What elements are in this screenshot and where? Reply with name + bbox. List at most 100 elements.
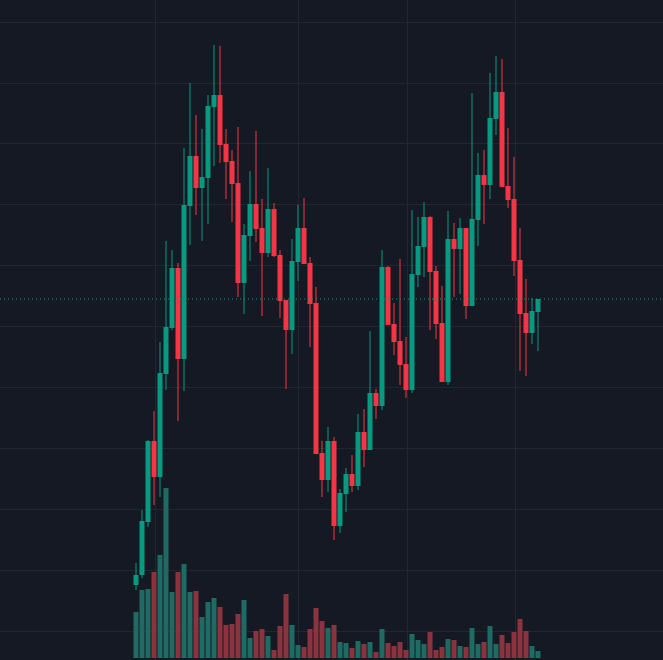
candle (481, 150, 487, 224)
candle-body (193, 156, 199, 188)
candle-body (421, 217, 427, 247)
volume-bar (451, 640, 457, 658)
volume-bar (343, 643, 349, 658)
candle-body (307, 263, 313, 304)
candle-body (361, 432, 367, 450)
candle-body (151, 441, 157, 477)
candle-body (259, 228, 265, 253)
candle (187, 83, 193, 245)
candle (223, 129, 229, 199)
volume-bar (247, 638, 253, 658)
candle-body (217, 95, 223, 145)
candle-body (379, 267, 385, 406)
candle-body (265, 209, 271, 253)
candle (433, 266, 439, 339)
candle-body (493, 92, 499, 119)
candle-body (145, 441, 151, 522)
candle-body (247, 204, 253, 236)
candle (355, 414, 361, 490)
candle-body (445, 239, 451, 382)
candle (295, 205, 301, 281)
volume-bar (403, 650, 409, 658)
candle (403, 337, 409, 398)
candle (505, 128, 511, 208)
candle-body (433, 271, 439, 324)
candle (391, 303, 397, 355)
volume-bar (235, 614, 241, 658)
candle (499, 59, 505, 187)
candle-body (409, 274, 415, 390)
candle (325, 427, 331, 492)
volume-bar (433, 650, 439, 658)
candle (151, 411, 157, 505)
candle-body (331, 441, 337, 526)
volume-bar (439, 647, 445, 658)
candle-body (289, 261, 295, 330)
volume-bar (199, 617, 205, 658)
candle (145, 440, 151, 527)
volume-bar (505, 643, 511, 658)
volume-bar (277, 626, 283, 658)
candle-body (373, 393, 379, 406)
volume-bar (475, 644, 481, 658)
candle (169, 250, 175, 330)
candle-body (475, 175, 481, 220)
volume-bar (457, 646, 463, 658)
volume-bar (415, 640, 421, 658)
candle-body (211, 95, 217, 107)
candle (493, 56, 499, 135)
volume-bar (211, 598, 217, 658)
candle (427, 216, 433, 330)
volume-bar (373, 652, 379, 658)
volume-bar (427, 632, 433, 658)
volume-bar (181, 564, 187, 658)
candle-body (253, 204, 259, 229)
volume-bar (481, 642, 487, 658)
candle (475, 153, 481, 246)
candle-body (463, 228, 469, 306)
volume-bar (355, 641, 361, 658)
candle-body (133, 575, 139, 585)
volume-bar (301, 647, 307, 658)
volume-bar (169, 592, 175, 658)
volume-bar (367, 642, 373, 658)
volume-bar (259, 629, 265, 658)
candle (307, 257, 313, 347)
candle-body (391, 324, 397, 342)
candle (463, 228, 469, 319)
volume-bar (325, 628, 331, 658)
candle (511, 157, 517, 276)
volume-bar (133, 612, 139, 658)
candle (445, 211, 451, 385)
candle (271, 203, 277, 257)
candle (415, 217, 421, 287)
volume-bar (379, 629, 385, 658)
candle (175, 263, 181, 421)
candle (487, 73, 493, 199)
volume-bar (307, 629, 313, 658)
candle-body (343, 474, 349, 494)
volume-bar (253, 631, 259, 658)
volume-bar (157, 555, 163, 658)
candle-body (271, 209, 277, 256)
candle (301, 198, 307, 264)
volume-bar (517, 619, 523, 658)
candle-body (169, 268, 175, 328)
candle (319, 441, 325, 497)
candle (337, 489, 343, 533)
candle (193, 115, 199, 215)
candle-body (451, 239, 457, 249)
candle-body (529, 311, 535, 333)
candle (133, 563, 139, 590)
candle (373, 389, 379, 419)
candle-body (385, 267, 391, 325)
volume-bar (493, 644, 499, 658)
candle-body (487, 118, 493, 185)
candle (181, 148, 187, 391)
candle-body (295, 228, 301, 262)
candle (235, 127, 241, 297)
volume-bar (265, 636, 271, 658)
candle-series (133, 45, 541, 590)
